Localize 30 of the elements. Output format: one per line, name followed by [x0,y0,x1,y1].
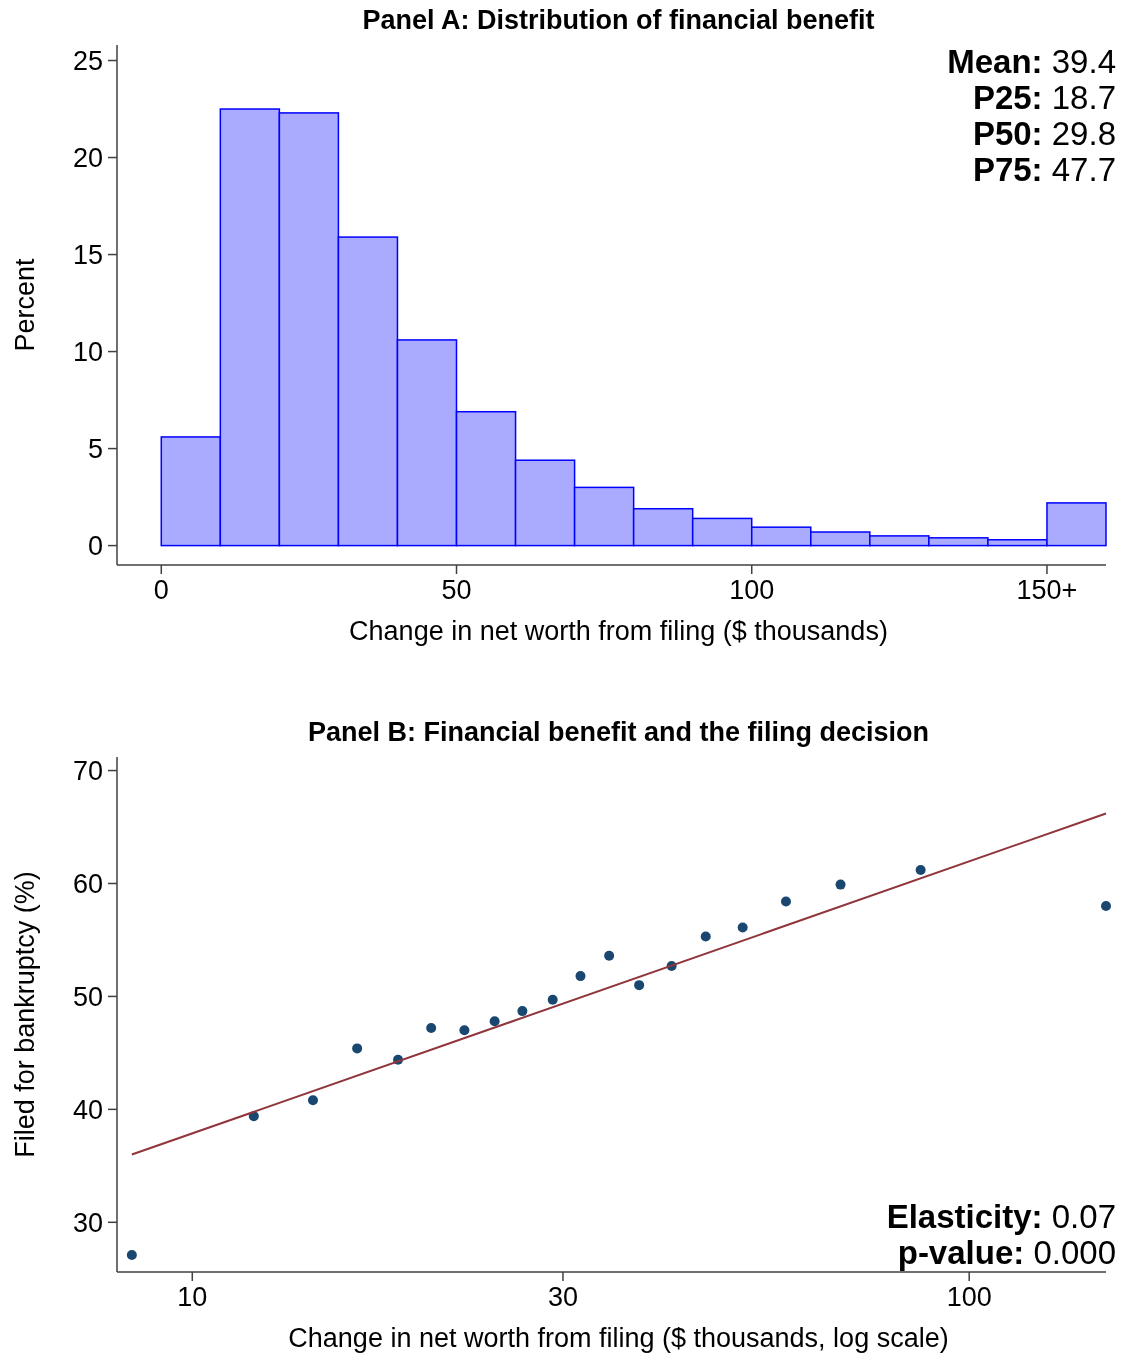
y-tick-label: 10 [72,337,103,368]
chart-title: Panel B: Financial benefit and the filing decision [307,717,930,747]
y-tick-label: 0 [87,531,103,562]
x-axis-title: Change in net worth from filing ($ thousands, log scale) [288,1323,949,1353]
annotation: P75: 47.7 [972,151,1116,188]
y-tick-label: 70 [72,756,103,786]
y-tick-label: 60 [72,868,103,899]
annotation: Mean: 39.4 [947,43,1116,80]
annotation: Elasticity: 0.07 [886,1198,1116,1235]
y-tick-label: 50 [72,981,103,1012]
y-axis-title: Percent [10,257,40,352]
y-tick-label: 40 [72,1094,103,1125]
annotation: P25: 18.7 [972,79,1116,116]
y-axis-title: Filed for bankruptcy (%) [10,871,40,1158]
y-tick-label: 15 [72,240,103,270]
x-tick-label: 100 [946,1282,992,1312]
y-tick-label: 30 [72,1207,103,1238]
x-tick-label: 10 [177,1282,208,1312]
x-tick-label: 0 [153,575,169,605]
x-tick-label: 150+ [1016,575,1078,605]
y-tick-label: 20 [72,142,103,173]
y-tick-label: 5 [87,434,103,465]
x-tick-label: 30 [547,1282,578,1312]
annotation: p-value: 0.000 [897,1234,1116,1271]
y-tick-label: 25 [72,45,103,76]
x-axis-title: Change in net worth from filing ($ thousands) [349,616,888,646]
x-tick-label: 50 [441,575,472,605]
annotation: P50: 29.8 [972,115,1116,152]
x-tick-label: 100 [729,575,775,605]
chart-title: Panel A: Distribution of financial benefit [362,5,875,35]
